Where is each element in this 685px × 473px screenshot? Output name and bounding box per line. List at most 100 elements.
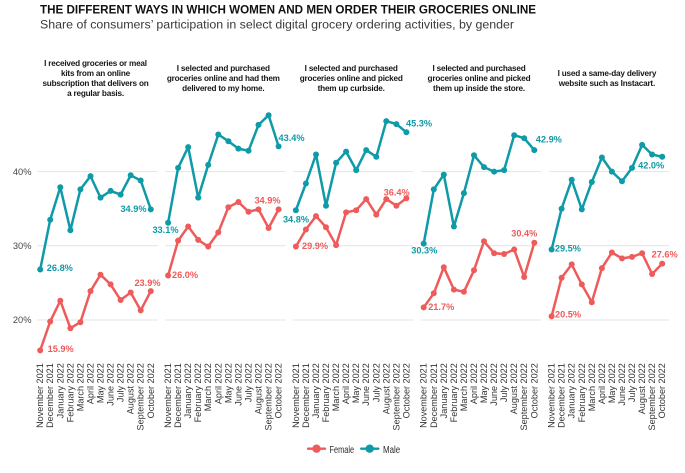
- svg-text:March 2022: March 2022: [459, 363, 469, 411]
- svg-text:40%: 40%: [13, 167, 32, 177]
- svg-text:February 2022: February 2022: [193, 363, 203, 422]
- svg-text:November 2021: November 2021: [291, 363, 301, 428]
- svg-text:July 2022: July 2022: [371, 363, 381, 402]
- svg-text:August 2022: August 2022: [509, 363, 519, 414]
- svg-text:34.8%: 34.8%: [283, 214, 309, 224]
- svg-text:September 2022: September 2022: [264, 363, 274, 430]
- svg-text:delivered to my home.: delivered to my home.: [182, 84, 264, 93]
- svg-text:October 2022: October 2022: [657, 363, 667, 418]
- svg-text:February 2022: February 2022: [449, 363, 459, 422]
- svg-text:March 2022: March 2022: [203, 363, 213, 411]
- svg-text:October 2022: October 2022: [274, 363, 284, 418]
- svg-text:Male: Male: [383, 445, 400, 456]
- svg-text:I selected and purchased: I selected and purchased: [432, 64, 525, 73]
- svg-text:May 2022: May 2022: [607, 363, 617, 403]
- svg-text:September 2022: September 2022: [136, 363, 146, 430]
- svg-text:June 2022: June 2022: [106, 363, 116, 405]
- svg-text:December 2021: December 2021: [429, 363, 439, 428]
- svg-text:July 2022: July 2022: [244, 363, 254, 402]
- svg-text:I received groceries or meal: I received groceries or meal: [44, 59, 147, 68]
- svg-text:August 2022: August 2022: [254, 363, 264, 414]
- svg-text:February 2022: February 2022: [321, 363, 331, 422]
- svg-text:January 2022: January 2022: [55, 363, 65, 418]
- svg-text:March 2022: March 2022: [587, 363, 597, 411]
- svg-text:August 2022: August 2022: [126, 363, 136, 414]
- svg-text:27.6%: 27.6%: [652, 250, 678, 260]
- svg-text:April 2022: April 2022: [469, 363, 479, 404]
- svg-text:15.9%: 15.9%: [48, 344, 74, 354]
- svg-text:September 2022: September 2022: [391, 363, 401, 430]
- svg-text:February 2022: February 2022: [65, 363, 75, 422]
- svg-text:April 2022: April 2022: [341, 363, 351, 404]
- svg-text:36.4%: 36.4%: [384, 187, 410, 197]
- svg-text:August 2022: August 2022: [381, 363, 391, 414]
- svg-text:43.4%: 43.4%: [279, 133, 305, 143]
- svg-text:April 2022: April 2022: [597, 363, 607, 404]
- svg-text:December 2021: December 2021: [301, 363, 311, 428]
- svg-text:34.9%: 34.9%: [254, 196, 280, 206]
- svg-text:August 2022: August 2022: [637, 363, 647, 414]
- svg-text:December 2021: December 2021: [557, 363, 567, 428]
- svg-text:45.3%: 45.3%: [406, 119, 432, 129]
- svg-text:30.4%: 30.4%: [511, 229, 537, 239]
- svg-text:July 2022: July 2022: [627, 363, 637, 402]
- svg-text:I selected and purchased: I selected and purchased: [305, 64, 398, 73]
- svg-text:January 2022: January 2022: [567, 363, 577, 418]
- svg-text:February 2022: February 2022: [577, 363, 587, 422]
- svg-text:website such as Instacart.: website such as Instacart.: [558, 79, 655, 88]
- svg-text:34.9%: 34.9%: [120, 204, 146, 214]
- svg-text:September 2022: September 2022: [647, 363, 657, 430]
- svg-text:October 2022: October 2022: [401, 363, 411, 418]
- svg-text:23.9%: 23.9%: [134, 278, 160, 288]
- svg-text:December 2021: December 2021: [173, 363, 183, 428]
- svg-text:May 2022: May 2022: [223, 363, 233, 403]
- svg-text:I selected and purchased: I selected and purchased: [177, 64, 270, 73]
- svg-text:29.9%: 29.9%: [302, 241, 328, 251]
- svg-text:29.5%: 29.5%: [555, 243, 581, 253]
- svg-text:May 2022: May 2022: [96, 363, 106, 403]
- svg-text:33.1%: 33.1%: [152, 225, 178, 235]
- svg-text:May 2022: May 2022: [479, 363, 489, 403]
- svg-text:November 2021: November 2021: [163, 363, 173, 428]
- svg-text:November 2021: November 2021: [419, 363, 429, 428]
- svg-text:21.7%: 21.7%: [428, 302, 454, 312]
- svg-text:March 2022: March 2022: [75, 363, 85, 411]
- svg-text:20.5%: 20.5%: [555, 310, 581, 320]
- svg-text:October 2022: October 2022: [529, 363, 539, 418]
- svg-text:July 2022: July 2022: [116, 363, 126, 402]
- svg-text:December 2021: December 2021: [45, 363, 55, 428]
- svg-text:Female: Female: [330, 445, 355, 456]
- svg-text:June 2022: June 2022: [489, 363, 499, 405]
- svg-text:September 2022: September 2022: [519, 363, 529, 430]
- svg-text:groceries online and had them: groceries online and had them: [167, 74, 280, 83]
- svg-text:30.3%: 30.3%: [411, 245, 437, 255]
- svg-text:January 2022: January 2022: [311, 363, 321, 418]
- svg-text:20%: 20%: [13, 315, 32, 325]
- svg-text:42.9%: 42.9%: [536, 134, 562, 144]
- svg-text:kits from an online: kits from an online: [61, 69, 131, 78]
- svg-text:November 2021: November 2021: [35, 363, 45, 428]
- svg-text:them up curbside.: them up curbside.: [318, 84, 385, 93]
- svg-text:April 2022: April 2022: [213, 363, 223, 404]
- svg-text:June 2022: June 2022: [617, 363, 627, 405]
- svg-text:January 2022: January 2022: [439, 363, 449, 418]
- svg-text:groceries online and picked: groceries online and picked: [428, 74, 531, 83]
- svg-text:I used a same-day delivery: I used a same-day delivery: [558, 69, 657, 78]
- svg-text:April 2022: April 2022: [86, 363, 96, 404]
- svg-text:July 2022: July 2022: [499, 363, 509, 402]
- svg-text:groceries online and picked: groceries online and picked: [300, 74, 403, 83]
- svg-text:March 2022: March 2022: [331, 363, 341, 411]
- svg-text:30%: 30%: [13, 241, 32, 251]
- svg-text:them up inside the store.: them up inside the store.: [433, 84, 525, 93]
- svg-text:42.0%: 42.0%: [638, 161, 664, 171]
- svg-text:26.0%: 26.0%: [172, 270, 198, 280]
- svg-text:THE DIFFERENT WAYS IN WHICH WO: THE DIFFERENT WAYS IN WHICH WOMEN AND ME…: [40, 3, 536, 17]
- svg-text:June 2022: June 2022: [361, 363, 371, 405]
- svg-text:26.8%: 26.8%: [47, 263, 73, 273]
- svg-text:January 2022: January 2022: [183, 363, 193, 418]
- svg-text:subscription that delivers on: subscription that delivers on: [42, 79, 148, 88]
- svg-text:June 2022: June 2022: [233, 363, 243, 405]
- svg-text:October 2022: October 2022: [146, 363, 156, 418]
- svg-text:May 2022: May 2022: [351, 363, 361, 403]
- svg-text:November 2021: November 2021: [547, 363, 557, 428]
